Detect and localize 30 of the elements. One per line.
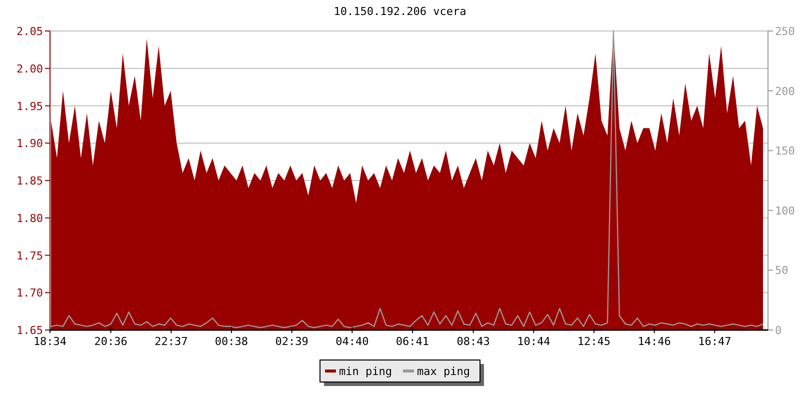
x-tick-label: 18:34 [33, 335, 67, 348]
x-tick-label: 12:45 [577, 335, 611, 348]
y-tick-label: 1.80 [16, 212, 43, 225]
y-tick-label: 1.75 [16, 249, 43, 262]
y2-tick-label: 0 [775, 324, 782, 337]
x-tick-label: 16:47 [698, 335, 732, 348]
y2-tick-label: 100 [775, 204, 795, 218]
x-tick-label: 00:38 [214, 335, 248, 348]
x-tick-label: 02:39 [275, 335, 308, 348]
legend-label: max ping [417, 365, 470, 378]
y-tick-label: 1.90 [16, 137, 43, 150]
x-tick-label: 10:44 [517, 335, 551, 348]
y-tick-label: 1.85 [16, 174, 43, 188]
y2-tick-label: 50 [775, 264, 788, 278]
x-tick-label: 20:36 [94, 335, 128, 348]
y-tick-label: 1.70 [16, 286, 43, 300]
y-tick-label: 1.95 [16, 100, 43, 113]
y-tick-label: 1.65 [16, 324, 43, 337]
y-tick-label: 2.00 [16, 62, 43, 76]
x-tick-label: 04:40 [336, 335, 369, 348]
y2-tick-label: 150 [775, 144, 795, 158]
legend-label: min ping [339, 365, 392, 378]
y-tick-label: 2.05 [16, 25, 43, 38]
x-tick-label: 22:37 [154, 335, 188, 348]
x-tick-label: 06:41 [396, 335, 430, 348]
y2-tick-label: 250 [775, 25, 795, 38]
x-tick-label: 14:46 [638, 335, 671, 348]
x-tick-label: 08:43 [456, 335, 490, 348]
chart-title: 10.150.192.206 vcera [334, 5, 466, 18]
y2-tick-label: 200 [775, 84, 795, 98]
